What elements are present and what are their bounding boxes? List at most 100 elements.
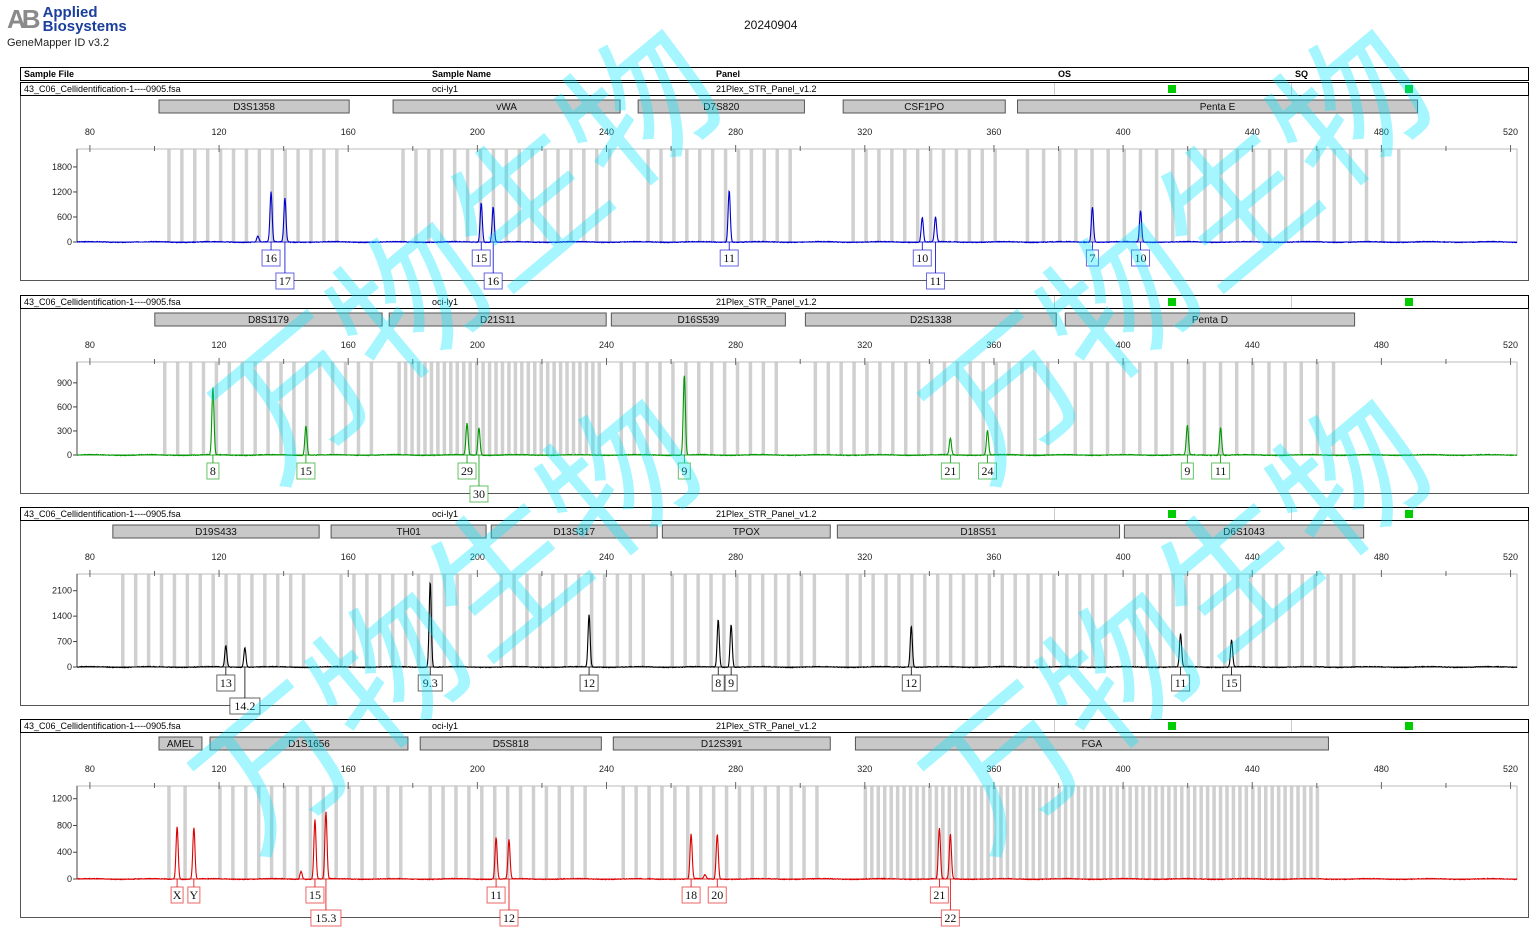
allele-bin xyxy=(360,786,364,879)
allele-bin xyxy=(480,786,484,879)
marker-label: Penta E xyxy=(1200,102,1236,113)
allele-bin xyxy=(205,149,210,242)
allele-bin xyxy=(582,149,586,242)
marker-bar xyxy=(637,99,805,114)
sample-row[interactable]: 43_C06_Cellidentification-1----0905.fsa … xyxy=(20,82,1529,96)
signal-trace xyxy=(76,811,1518,881)
marker-bar xyxy=(842,99,1006,114)
marker-bar xyxy=(490,524,658,539)
allele-bin xyxy=(390,574,395,667)
allele-label-box xyxy=(1131,249,1151,267)
allele-bin xyxy=(440,149,444,242)
marker-label: D7S820 xyxy=(703,102,740,113)
allele-bin xyxy=(979,786,984,879)
allele-bin xyxy=(1103,574,1108,667)
allele-bin xyxy=(270,149,275,242)
allele-bin xyxy=(775,149,779,242)
allele-bin xyxy=(317,362,322,455)
allele-bin xyxy=(276,574,280,667)
x-tick-label: 360 xyxy=(986,552,1001,562)
sample-row[interactable]: 43_C06_Cellidentification-1----0905.fsa … xyxy=(20,295,1529,309)
allele-bin xyxy=(910,574,914,667)
allele-bin xyxy=(1020,362,1024,455)
allele-bin xyxy=(250,574,254,667)
allele-bin xyxy=(1186,362,1190,455)
allele-bin xyxy=(709,362,714,455)
col-sq: SQ xyxy=(1295,69,1309,79)
x-tick-label: 320 xyxy=(857,340,872,350)
allele-bin xyxy=(1170,149,1175,242)
allele-bin xyxy=(941,786,945,879)
allele-bin xyxy=(321,786,326,879)
allele-bin xyxy=(1141,786,1145,879)
x-tick-label: 240 xyxy=(599,127,614,137)
allele-label: 11 xyxy=(490,888,502,902)
allele-bin xyxy=(987,574,992,667)
sample-row[interactable]: 43_C06_Cellidentification-1----0905.fsa … xyxy=(20,719,1529,733)
allele-bin xyxy=(815,786,819,879)
allele-bin xyxy=(159,574,164,667)
y-tick-label: 600 xyxy=(57,402,72,412)
allele-bin xyxy=(602,574,607,667)
electropherogram-blue: D3S1358 vWA D7S820 CSF1PO Penta E80 120 160 200… xyxy=(52,99,1518,290)
allele-bin xyxy=(591,362,595,455)
marker-label: FGA xyxy=(1082,739,1103,750)
allele-label-box xyxy=(912,249,932,267)
x-tick-label: 320 xyxy=(857,764,872,774)
allele-bin xyxy=(723,149,728,242)
allele-bin xyxy=(902,786,906,879)
allele-label-box xyxy=(1085,249,1099,267)
y-tick-label: 0 xyxy=(67,662,72,672)
allele-bin xyxy=(1037,786,1042,879)
marker-label: TH01 xyxy=(396,527,421,538)
x-tick-label: 120 xyxy=(212,127,227,137)
sample-row[interactable]: 43_C06_Cellidentification-1----0905.fsa … xyxy=(20,507,1529,521)
allele-bin xyxy=(552,362,556,455)
allele-bin xyxy=(365,574,369,667)
allele-bin xyxy=(564,574,568,667)
allele-bin xyxy=(544,786,549,879)
x-tick-label: 400 xyxy=(1116,127,1131,137)
allele-label-box xyxy=(929,886,949,904)
allele-bin xyxy=(1331,362,1336,455)
column-header-row: Sample File Sample Name Panel OS SQ xyxy=(20,67,1529,81)
allele-bin xyxy=(1326,574,1330,667)
allele-bin xyxy=(1222,574,1227,667)
allele-bin xyxy=(1070,786,1074,879)
allele-bin xyxy=(1154,786,1158,879)
allele-bin xyxy=(947,786,952,879)
allele-label-box xyxy=(1171,674,1191,692)
allele-bin xyxy=(916,362,921,455)
allele-bin xyxy=(352,574,356,667)
allele-bin xyxy=(1050,786,1055,879)
allele-bin xyxy=(928,149,933,242)
x-tick-label: 400 xyxy=(1116,552,1131,562)
allele-bin xyxy=(628,574,633,667)
allele-bin xyxy=(903,149,907,242)
allele-label-box xyxy=(305,886,325,904)
allele-bin xyxy=(915,149,920,242)
allele-bin xyxy=(1339,574,1343,667)
allele-bin xyxy=(1309,786,1313,879)
allele-bin xyxy=(658,362,662,455)
allele-bin xyxy=(890,149,894,242)
allele-bin xyxy=(403,574,408,667)
brand-line-2: Biosystems xyxy=(42,17,127,35)
allele-bin xyxy=(244,149,249,242)
allele-label-box xyxy=(469,485,489,503)
col-sample-name: Sample Name xyxy=(432,69,492,79)
allele-bin xyxy=(722,574,726,667)
allele-bin xyxy=(1057,786,1061,879)
allele-bin xyxy=(1397,149,1401,242)
allele-bin xyxy=(1225,786,1229,879)
allele-label: 9 xyxy=(681,464,687,478)
allele-bin xyxy=(531,786,536,879)
marker-label: D8S1179 xyxy=(248,315,289,326)
allele-label-box xyxy=(417,674,443,692)
allele-bin xyxy=(882,786,887,879)
y-tick-label: 1400 xyxy=(52,611,72,621)
marker-bar xyxy=(392,99,621,114)
allele-bin xyxy=(1261,574,1266,667)
allele-bin xyxy=(1234,362,1239,455)
marker-label: D19S433 xyxy=(195,527,237,538)
